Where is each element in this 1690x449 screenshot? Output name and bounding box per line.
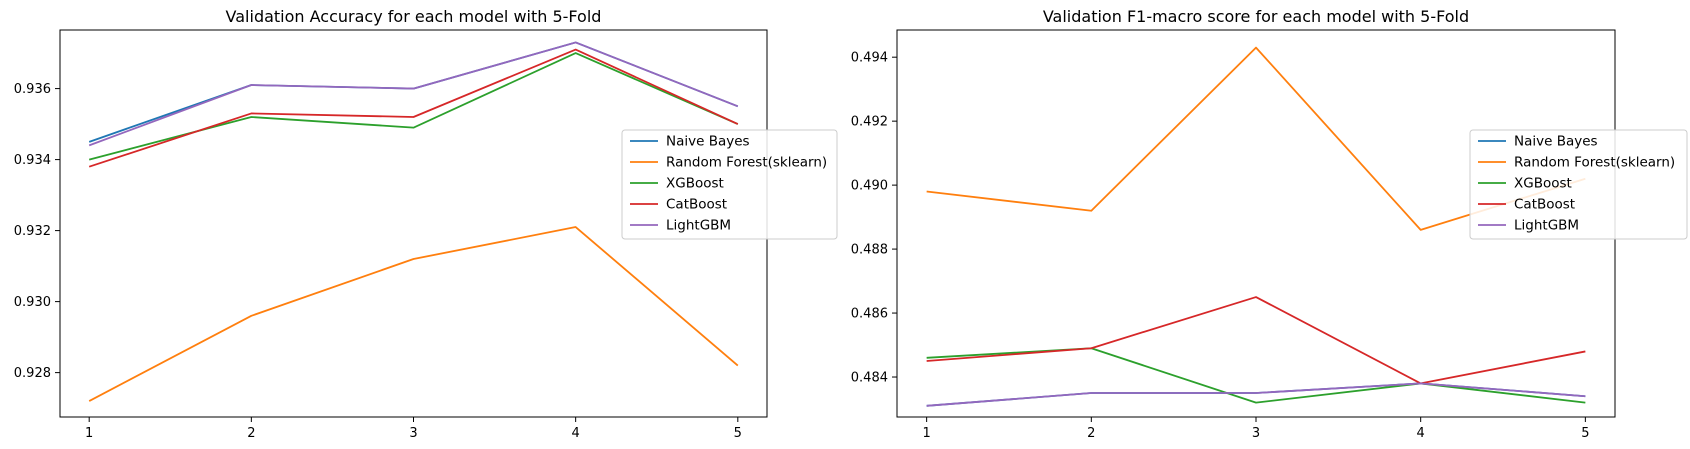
- legend-entry: LightGBM: [666, 218, 731, 234]
- x-tick-label: 4: [1417, 426, 1425, 441]
- x-tick-label: 2: [247, 426, 255, 441]
- x-tick-label: 3: [1252, 426, 1260, 441]
- series-line-catboost: [926, 296, 1586, 385]
- legend-entry: Naive Bayes: [1514, 134, 1598, 150]
- legend-entry: XGBoost: [666, 176, 724, 192]
- y-tick-label: 0.928: [14, 366, 51, 381]
- legend-entry: Naive Bayes: [666, 134, 750, 150]
- legend-box: [1469, 129, 1688, 240]
- y-tick-label: 0.934: [14, 153, 51, 168]
- x-tick-label: 1: [923, 426, 931, 441]
- y-tick-label: 0.484: [851, 371, 888, 386]
- series-line-lightgbm: [88, 41, 739, 147]
- x-tick-label: 4: [572, 426, 580, 441]
- y-tick-label: 0.494: [851, 51, 888, 66]
- x-tick-label: 5: [1581, 426, 1589, 441]
- y-tick-label: 0.488: [851, 243, 888, 258]
- legend: Naive Bayes Random Forest(sklearn) XGBoost…: [621, 129, 838, 240]
- series-line-xgboost: [926, 347, 1586, 404]
- x-tick-label: 3: [409, 426, 417, 441]
- legend-entry: XGBoost: [1514, 176, 1572, 192]
- legend-entry: CatBoost: [1514, 197, 1575, 213]
- y-tick-label: 0.492: [851, 115, 888, 130]
- y-tick-label: 0.932: [14, 224, 51, 239]
- chart-title: Validation F1-macro score for each model…: [1043, 7, 1469, 26]
- legend-entry: CatBoost: [666, 197, 727, 213]
- legend-entry: Random Forest(sklearn): [1514, 155, 1675, 171]
- series-line-catboost: [88, 48, 739, 168]
- legend-entry: LightGBM: [1514, 218, 1579, 234]
- legend-entry: Random Forest(sklearn): [666, 155, 827, 171]
- legend: Naive Bayes Random Forest(sklearn) XGBoost…: [1469, 129, 1688, 240]
- chart-title: Validation Accuracy for each model with …: [226, 7, 602, 26]
- y-tick-label: 0.936: [14, 82, 51, 97]
- accuracy-chart: Validation Accuracy for each model with …: [14, 7, 838, 441]
- legend-box: [621, 129, 838, 240]
- x-tick-label: 2: [1087, 426, 1095, 441]
- series-line-lightgbm: [926, 382, 1586, 407]
- y-tick-label: 0.486: [851, 307, 888, 322]
- y-tick-label: 0.930: [14, 295, 51, 310]
- x-tick-label: 5: [734, 426, 742, 441]
- f1-macro-chart: Validation F1-macro score for each model…: [851, 7, 1688, 441]
- y-tick-label: 0.490: [851, 179, 888, 194]
- series-line-random-forest-sklearn-: [88, 226, 739, 402]
- x-tick-label: 1: [85, 426, 93, 441]
